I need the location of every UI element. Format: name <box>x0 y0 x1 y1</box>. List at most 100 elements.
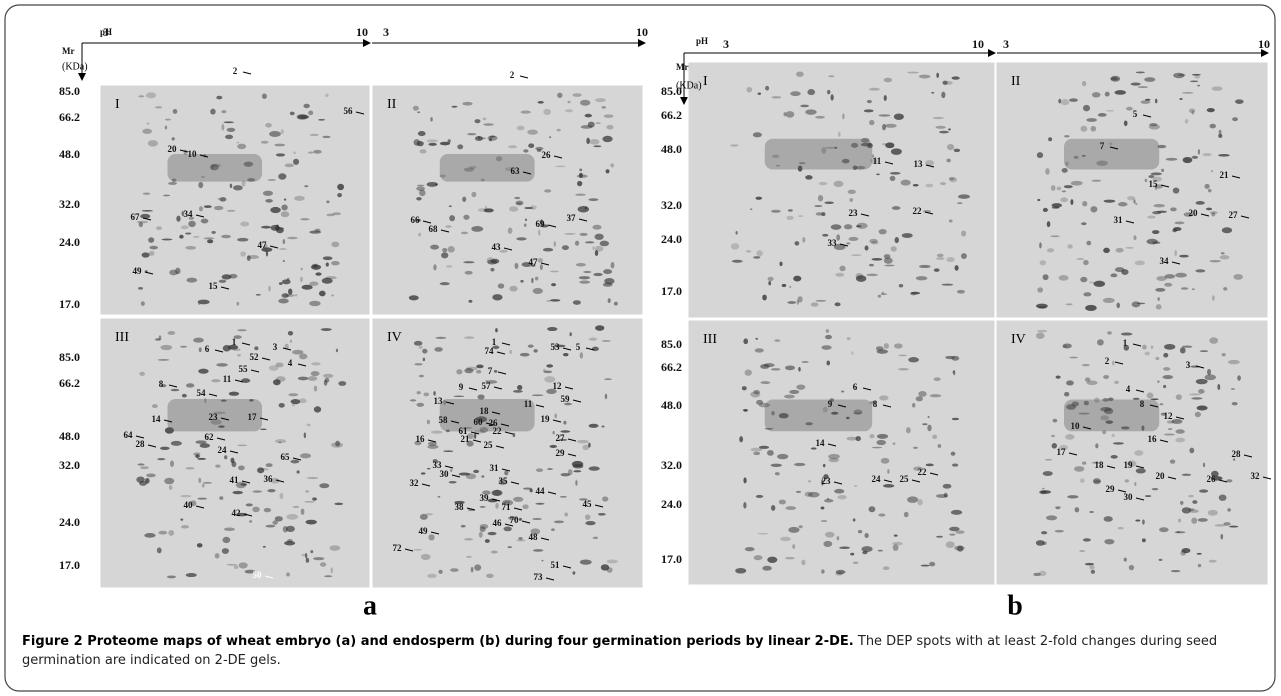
protein-spot <box>1114 90 1127 95</box>
leader-line <box>220 417 230 421</box>
protein-spot <box>1207 188 1212 193</box>
dark-region <box>764 399 873 432</box>
protein-spot <box>828 458 839 463</box>
protein-spot <box>426 139 438 143</box>
protein-spot <box>305 490 310 493</box>
protein-spot <box>755 494 764 499</box>
protein-spot <box>756 250 763 257</box>
protein-spot <box>1166 420 1175 424</box>
gel-texture <box>136 328 347 579</box>
protein-spot <box>469 165 477 169</box>
protein-spot <box>1080 276 1088 283</box>
protein-spot <box>466 440 474 447</box>
protein-spot <box>569 332 572 337</box>
protein-spot <box>815 212 824 216</box>
protein-spot <box>451 105 458 108</box>
protein-spot <box>1127 460 1137 467</box>
protein-spot <box>490 267 495 272</box>
protein-spot <box>1127 195 1136 201</box>
protein-spot <box>418 374 424 378</box>
protein-spot <box>1091 92 1101 98</box>
protein-spot <box>1149 122 1158 127</box>
protein-spot <box>522 504 529 510</box>
protein-spot <box>418 345 423 349</box>
protein-spot <box>936 253 944 258</box>
protein-spot <box>610 262 615 269</box>
protein-spot <box>1051 443 1058 449</box>
spot-label: 8 <box>873 399 878 409</box>
protein-spot <box>540 224 549 228</box>
protein-spot <box>1164 282 1173 287</box>
protein-spot <box>260 140 269 144</box>
protein-spot <box>1063 185 1073 189</box>
spot-label: 6 <box>853 382 858 392</box>
mr-tick: 85.0 <box>661 84 682 98</box>
protein-spot <box>211 231 216 234</box>
spot-label: 17 <box>248 412 258 422</box>
spot-label: 19 <box>541 414 551 424</box>
protein-spot <box>546 300 551 302</box>
protein-spot <box>774 339 781 342</box>
protein-spot <box>216 363 228 367</box>
protein-spot <box>807 89 816 96</box>
protein-spot <box>951 417 960 421</box>
protein-spot <box>428 142 437 146</box>
protein-spot <box>289 339 293 343</box>
protein-spot <box>1062 343 1072 349</box>
protein-spot <box>778 413 789 419</box>
protein-spot <box>482 490 491 495</box>
caption-text: The DEP spots with at least 2-fold chang… <box>22 634 1218 668</box>
gel-numeral: I <box>703 74 708 89</box>
protein-spot <box>579 280 591 284</box>
protein-spot <box>260 468 269 471</box>
protein-spot <box>474 432 477 440</box>
protein-spot <box>487 531 497 536</box>
protein-spot <box>917 499 923 506</box>
protein-spot <box>204 397 207 404</box>
protein-spot <box>749 208 753 211</box>
protein-spot <box>1100 407 1112 412</box>
protein-spot <box>1045 515 1058 521</box>
protein-spot <box>221 548 229 554</box>
gel <box>371 84 644 316</box>
spot-label: 17 <box>1057 447 1067 457</box>
protein-spot <box>210 108 216 115</box>
gel-numeral: II <box>1011 74 1021 89</box>
protein-spot <box>267 489 276 493</box>
spot-label: 61 <box>459 426 469 436</box>
protein-spot <box>798 366 801 372</box>
protein-spot <box>760 381 771 385</box>
protein-spot <box>275 153 286 157</box>
protein-spot <box>1163 433 1176 436</box>
dark-region <box>764 138 873 170</box>
protein-spot <box>871 240 879 245</box>
protein-spot <box>1036 152 1044 159</box>
protein-spot <box>195 454 200 459</box>
protein-spot <box>577 439 589 444</box>
protein-spot <box>793 275 802 282</box>
leader-line <box>1135 465 1145 469</box>
protein-spot <box>910 291 921 295</box>
protein-spot <box>1211 476 1223 481</box>
gel-numeral: IV <box>387 330 402 345</box>
protein-spot <box>828 453 840 460</box>
protein-spot <box>948 219 953 223</box>
protein-spot <box>474 119 481 124</box>
protein-spot <box>185 467 195 470</box>
protein-spot <box>495 328 498 333</box>
protein-spot <box>807 480 812 483</box>
protein-spot <box>954 265 959 271</box>
protein-spot <box>315 272 322 276</box>
protein-spot <box>584 514 591 521</box>
protein-spot <box>735 231 738 235</box>
protein-spot <box>267 179 276 181</box>
protein-spot <box>797 215 804 217</box>
protein-spot <box>240 251 246 257</box>
protein-spot <box>1197 518 1208 522</box>
protein-spot <box>532 287 543 294</box>
protein-spot <box>555 165 566 168</box>
protein-spot <box>1035 303 1048 309</box>
gel-texture <box>735 329 965 576</box>
protein-spot <box>236 141 240 144</box>
protein-spot <box>876 439 886 446</box>
